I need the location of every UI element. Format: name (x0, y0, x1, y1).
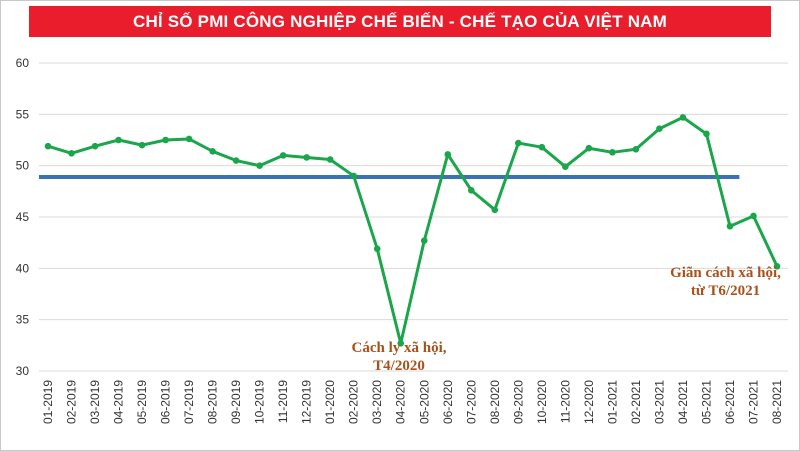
y-axis-tick-label: 55 (16, 107, 30, 121)
data-point-marker (162, 136, 169, 144)
x-axis-tick-label: 03-2021 (652, 380, 666, 424)
y-axis-tick-label: 30 (16, 364, 30, 378)
data-point-marker (515, 139, 522, 147)
y-axis-tick-label: 40 (16, 261, 30, 275)
x-axis-tick-label: 02-2019 (65, 380, 79, 424)
x-axis-tick-label: 10-2020 (535, 380, 549, 424)
x-axis-tick-label: 04-2021 (676, 380, 690, 424)
x-axis-tick-label: 04-2020 (394, 380, 408, 424)
data-point-marker (209, 147, 216, 155)
data-point-marker (491, 206, 499, 214)
x-axis-tick-label: 01-2019 (41, 380, 55, 424)
annotation-text-line: Cách ly xã hội, (351, 340, 447, 356)
annotation-text-line: T4/2020 (373, 358, 425, 374)
x-axis-tick-label: 07-2021 (746, 380, 760, 424)
x-axis-tick-label: 03-2020 (370, 380, 384, 424)
data-point-marker (609, 149, 616, 156)
x-axis-tick-label: 06-2020 (441, 380, 455, 424)
data-point-marker (185, 135, 193, 143)
x-axis-tick-label: 06-2021 (723, 380, 737, 424)
data-point-marker (115, 136, 122, 144)
x-axis-tick-label: 08-2021 (770, 380, 784, 424)
data-point-marker (44, 142, 52, 150)
data-point-marker (326, 156, 334, 163)
x-axis-tick-label: 04-2019 (112, 380, 126, 424)
x-axis-tick-label: 09-2019 (229, 380, 243, 424)
x-axis-tick-label: 11-2019 (276, 380, 290, 423)
x-axis-tick-label: 09-2020 (511, 380, 525, 424)
data-point-marker (350, 172, 358, 180)
data-point-marker (397, 339, 405, 347)
data-point-marker (68, 150, 75, 157)
x-axis-tick-label: 03-2019 (88, 380, 102, 424)
data-point-marker (632, 145, 640, 153)
x-axis-tick-label: 10-2019 (253, 380, 267, 424)
x-axis-tick-label: 05-2020 (417, 380, 431, 424)
data-point-marker (256, 162, 263, 169)
annotation-distancing-t6-2021: Giãn cách xã hội, từ T6/2021 (643, 264, 799, 300)
annotation-lockdown-t4-2020: Cách ly xã hội, T4/2020 (319, 339, 479, 375)
x-axis-tick-label: 11-2020 (558, 380, 572, 423)
data-point-marker (373, 245, 381, 253)
data-point-marker (773, 262, 781, 270)
x-axis-tick-label: 01-2021 (605, 380, 619, 424)
data-point-marker (138, 141, 146, 149)
annotation-text-line: Giãn cách xã hội, (670, 265, 781, 281)
chart-title: CHỈ SỐ PMI CÔNG NGHIỆP CHẾ BIẾN - CHẾ TẠ… (132, 11, 668, 31)
x-axis-tick-label: 08-2019 (206, 380, 220, 424)
y-axis-tick-label: 45 (16, 210, 30, 224)
x-axis-tick-label: 01-2020 (323, 380, 337, 424)
x-axis-tick-label: 05-2019 (135, 380, 149, 424)
annotation-text-line: từ T6/2021 (690, 283, 761, 299)
x-axis-tick-label: 12-2019 (300, 380, 314, 424)
x-axis-tick-label: 05-2021 (699, 380, 713, 424)
data-point-marker (656, 125, 663, 133)
data-point-marker (585, 144, 593, 152)
x-axis-tick-label: 12-2020 (582, 380, 596, 424)
data-point-marker (679, 114, 687, 121)
x-axis-tick-label: 07-2020 (464, 380, 478, 424)
data-point-marker (750, 212, 757, 220)
x-axis-tick-label: 02-2021 (629, 380, 643, 424)
x-axis-tick-label: 08-2020 (488, 380, 502, 424)
y-axis-tick-label: 60 (16, 56, 30, 70)
y-axis-tick-label: 50 (16, 159, 30, 173)
data-point-marker (562, 163, 569, 170)
data-point-marker (279, 152, 287, 159)
data-point-marker (444, 151, 452, 158)
data-point-marker (303, 154, 310, 161)
x-axis-tick-label: 06-2019 (159, 380, 173, 424)
x-axis-tick-label: 02-2020 (347, 380, 361, 424)
data-point-marker (232, 157, 240, 164)
data-point-marker (703, 130, 710, 138)
data-point-marker (538, 143, 546, 151)
pmi-series-line (46, 115, 779, 345)
data-point-marker (91, 142, 99, 150)
x-axis-tick-label: 07-2019 (182, 380, 196, 424)
y-axis-tick-label: 35 (16, 313, 30, 327)
data-point-marker (726, 222, 734, 230)
data-point-marker (420, 237, 428, 244)
data-point-marker (467, 187, 475, 194)
chart-title-bar: CHỈ SỐ PMI CÔNG NGHIỆP CHẾ BIẾN - CHẾ TẠ… (29, 6, 771, 37)
